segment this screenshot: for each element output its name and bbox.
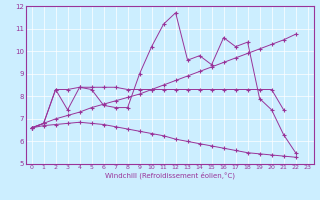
X-axis label: Windchill (Refroidissement éolien,°C): Windchill (Refroidissement éolien,°C) (105, 172, 235, 179)
